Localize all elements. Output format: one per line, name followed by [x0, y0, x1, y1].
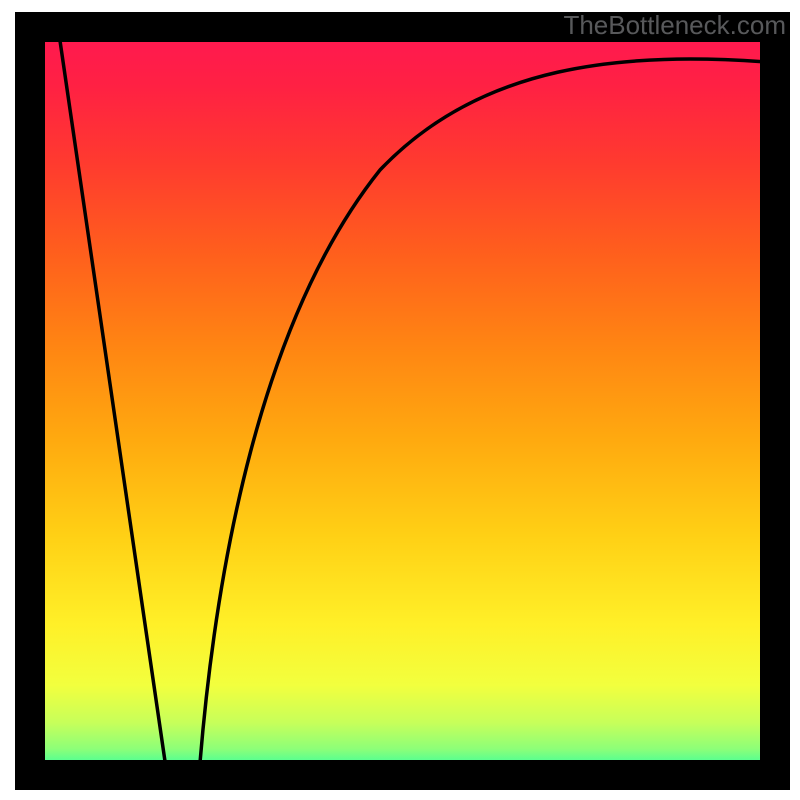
source-watermark: TheBottleneck.com [563, 10, 786, 41]
bottleneck-chart: TheBottleneck.com [0, 0, 800, 800]
chart-border [15, 12, 790, 790]
